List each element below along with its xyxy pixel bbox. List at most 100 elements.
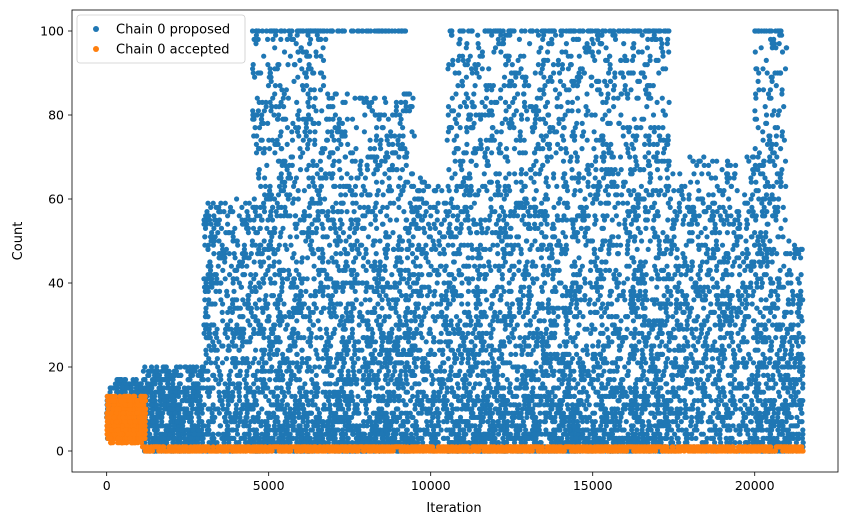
point-proposed bbox=[168, 419, 174, 425]
point-proposed bbox=[239, 343, 245, 349]
point-proposed bbox=[175, 385, 182, 391]
point-proposed bbox=[346, 339, 352, 345]
point-proposed bbox=[305, 66, 311, 72]
point-proposed bbox=[272, 272, 278, 278]
point-proposed bbox=[285, 95, 291, 101]
point-proposed bbox=[358, 301, 364, 307]
point-proposed bbox=[107, 389, 113, 395]
point-proposed bbox=[162, 368, 168, 374]
point-proposed bbox=[275, 393, 281, 399]
point-proposed bbox=[339, 385, 345, 391]
point-proposed bbox=[486, 66, 492, 72]
point-proposed bbox=[382, 347, 388, 353]
point-proposed bbox=[164, 372, 170, 378]
point-proposed bbox=[207, 259, 213, 265]
point-proposed bbox=[218, 297, 224, 303]
point-proposed bbox=[210, 200, 216, 206]
point-proposed bbox=[367, 137, 373, 143]
point-proposed bbox=[269, 293, 275, 299]
point-proposed bbox=[276, 242, 282, 248]
point-proposed bbox=[271, 351, 277, 357]
point-proposed bbox=[142, 377, 148, 383]
point-proposed bbox=[256, 167, 262, 173]
point-proposed bbox=[212, 234, 218, 240]
point-proposed bbox=[290, 435, 296, 441]
point-proposed bbox=[222, 251, 228, 257]
point-proposed bbox=[302, 381, 308, 387]
point-proposed bbox=[221, 440, 227, 446]
point-proposed bbox=[291, 276, 298, 282]
point-proposed bbox=[419, 335, 425, 341]
point-proposed bbox=[412, 402, 418, 408]
point-proposed bbox=[219, 343, 225, 349]
point-proposed bbox=[430, 204, 436, 210]
point-proposed bbox=[182, 406, 188, 412]
point-proposed bbox=[328, 276, 334, 282]
point-proposed bbox=[334, 402, 340, 408]
point-proposed bbox=[427, 272, 433, 278]
point-proposed bbox=[306, 314, 312, 320]
point-proposed bbox=[317, 255, 323, 261]
point-proposed bbox=[329, 133, 335, 139]
point-proposed bbox=[231, 414, 237, 420]
point-proposed bbox=[313, 305, 319, 311]
point-proposed bbox=[172, 435, 178, 441]
point-proposed bbox=[229, 398, 235, 404]
point-proposed bbox=[421, 406, 427, 412]
point-proposed bbox=[164, 393, 170, 399]
point-proposed bbox=[241, 246, 247, 252]
point-proposed bbox=[271, 259, 277, 265]
point-proposed bbox=[209, 414, 215, 420]
point-proposed bbox=[382, 171, 388, 177]
point-proposed bbox=[350, 200, 356, 206]
point-proposed bbox=[350, 368, 357, 374]
point-proposed bbox=[295, 188, 301, 194]
point-proposed bbox=[148, 402, 154, 408]
point-proposed bbox=[409, 385, 415, 391]
point-proposed bbox=[213, 204, 219, 210]
point-proposed bbox=[406, 230, 412, 236]
point-proposed bbox=[199, 406, 205, 412]
point-proposed bbox=[214, 356, 220, 362]
point-proposed bbox=[307, 95, 313, 101]
point-proposed bbox=[220, 431, 226, 437]
point-proposed bbox=[270, 36, 276, 43]
point-proposed bbox=[340, 183, 347, 189]
point-proposed bbox=[292, 179, 298, 185]
point-proposed bbox=[240, 297, 246, 303]
point-proposed bbox=[356, 314, 363, 320]
point-proposed bbox=[227, 204, 234, 210]
point-proposed bbox=[193, 393, 199, 399]
point-proposed bbox=[340, 393, 347, 399]
point-proposed bbox=[194, 435, 200, 441]
point-proposed bbox=[290, 120, 296, 126]
point-proposed bbox=[379, 297, 385, 303]
point-proposed bbox=[206, 213, 212, 219]
point-proposed bbox=[297, 28, 303, 34]
point-proposed bbox=[309, 419, 315, 425]
point-proposed bbox=[346, 318, 352, 324]
point-proposed bbox=[230, 209, 236, 215]
point-proposed bbox=[223, 230, 229, 236]
point-proposed bbox=[399, 167, 405, 173]
point-proposed bbox=[337, 217, 343, 223]
point-proposed bbox=[394, 406, 400, 412]
point-proposed bbox=[324, 213, 331, 219]
point-proposed bbox=[255, 108, 261, 114]
point-proposed bbox=[170, 440, 176, 446]
point-proposed bbox=[203, 360, 209, 366]
point-proposed bbox=[182, 393, 188, 399]
point-proposed bbox=[423, 339, 429, 345]
point-proposed bbox=[403, 91, 409, 97]
point-proposed bbox=[244, 410, 250, 416]
point-proposed bbox=[234, 322, 240, 328]
point-proposed bbox=[250, 435, 257, 441]
point-proposed bbox=[276, 423, 283, 429]
point-proposed bbox=[226, 440, 232, 446]
point-proposed bbox=[253, 150, 260, 156]
point-proposed bbox=[430, 314, 436, 320]
point-proposed bbox=[312, 141, 318, 147]
point-proposed bbox=[190, 427, 196, 433]
point-proposed bbox=[294, 360, 300, 366]
